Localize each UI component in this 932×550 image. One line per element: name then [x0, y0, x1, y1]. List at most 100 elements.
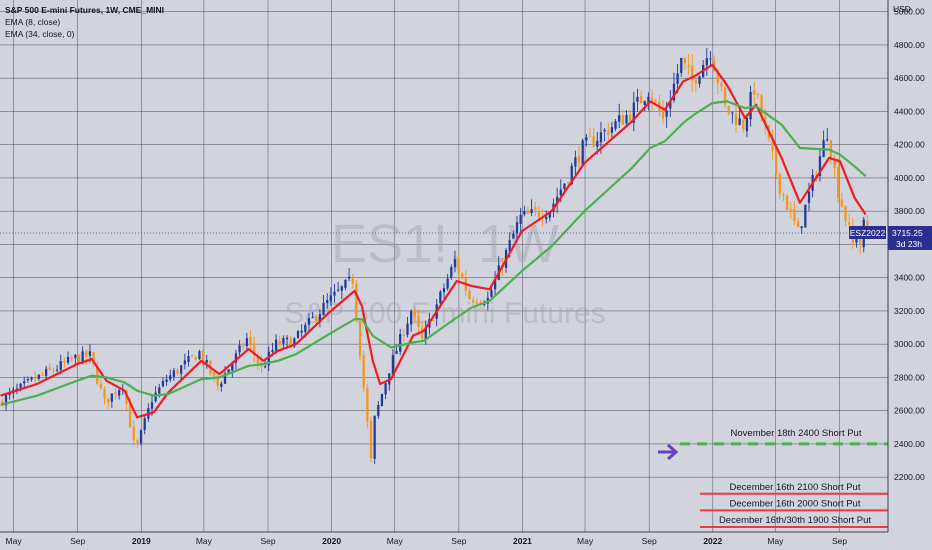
candle-body: [614, 121, 617, 129]
candle-up: [380, 393, 384, 407]
candle-up: [391, 349, 395, 378]
candle-body: [592, 136, 595, 147]
candle-up: [530, 199, 533, 217]
candle-up: [183, 353, 186, 370]
candle-body: [139, 430, 143, 444]
candle-up: [311, 312, 314, 319]
candle-up: [143, 416, 146, 435]
candle-down: [34, 371, 37, 384]
candle-up: [326, 293, 329, 309]
candle-body: [588, 136, 592, 138]
price-axis[interactable]: [888, 0, 932, 550]
price-axis-labels: 2200.00 2400.00 2600.00 2800.00 3000.00 3200.…: [894, 7, 925, 483]
watermark-symbol: ES1!, 1W: [331, 214, 559, 274]
candle-body: [187, 356, 190, 362]
candle-body: [545, 216, 548, 220]
candle-body: [629, 114, 632, 121]
candle-body: [34, 378, 37, 380]
candle-body: [402, 335, 405, 337]
candle-body: [318, 314, 322, 322]
candle-up: [285, 335, 289, 347]
price-tick-label: 2600.00: [894, 406, 925, 416]
level-label: December 16th 2100 Short Put: [730, 482, 861, 493]
candle-down: [629, 109, 632, 123]
candle-body: [742, 119, 745, 130]
candle-up: [574, 150, 577, 175]
candle-body: [19, 383, 22, 388]
level-label: December 16th 2000 Short Put: [730, 498, 861, 509]
candle-body: [59, 361, 62, 370]
price-tick-label: 3200.00: [894, 306, 925, 316]
candle-up: [818, 149, 822, 182]
candle-body: [37, 374, 40, 379]
countdown-label: 3d 23h: [896, 239, 922, 249]
candle-body: [450, 267, 453, 278]
candle-body: [621, 115, 624, 125]
candle-down: [734, 105, 738, 134]
candle-down: [457, 253, 460, 279]
candle-up: [180, 364, 183, 380]
candle-body: [194, 356, 197, 361]
candle-up: [139, 428, 143, 446]
last-price-badge: [888, 226, 932, 250]
candle-up: [373, 415, 376, 464]
candle-up: [154, 385, 157, 403]
time-tick-label: May: [577, 536, 594, 546]
candle-body: [88, 351, 92, 356]
candle-down: [249, 330, 252, 352]
candle-down: [837, 158, 840, 204]
candle-body: [556, 196, 559, 204]
candle-up: [293, 337, 296, 348]
candle-down: [782, 192, 785, 201]
ema-fast-line: [0, 63, 867, 419]
candle-down: [840, 193, 843, 208]
time-tick-label: 2021: [513, 536, 532, 546]
candle-body: [796, 221, 800, 227]
candle-body: [4, 395, 8, 406]
candle-body: [687, 65, 690, 67]
candle-down: [194, 356, 197, 361]
candle-body: [30, 377, 33, 380]
candle-body: [183, 360, 186, 365]
candle-down: [833, 154, 836, 178]
chart-title: S&P 500 E-mini Futures, 1W, CME_MINI: [5, 5, 164, 15]
candle-body: [278, 340, 281, 345]
candle-body: [326, 300, 329, 304]
candle-up: [220, 381, 223, 392]
price-tick-label: 5000.00: [894, 7, 925, 17]
candle-body: [256, 356, 259, 364]
candle-down: [661, 99, 665, 124]
candle-body: [515, 222, 519, 234]
candle-body: [844, 206, 847, 221]
candle-down: [242, 341, 245, 351]
candle-body: [77, 355, 81, 363]
candle-body: [103, 388, 106, 399]
candle-body: [778, 173, 781, 194]
candle-up: [165, 374, 168, 386]
candle-down: [413, 306, 416, 324]
candle-body: [205, 360, 208, 363]
candle-body: [650, 97, 654, 102]
candle-body: [753, 90, 756, 95]
candle-body: [413, 310, 416, 317]
candle-up: [493, 271, 497, 295]
candle-down: [103, 386, 106, 405]
candle-down: [566, 181, 570, 186]
candle-up: [205, 354, 208, 369]
candle-down: [136, 438, 139, 448]
candle-body: [238, 345, 241, 353]
candle-up: [453, 250, 457, 273]
candle-body: [417, 315, 420, 327]
candle-body: [705, 58, 708, 66]
level-label: November 18th 2400 Short Put: [731, 428, 862, 439]
candle-down: [691, 54, 694, 92]
time-tick-label: 2020: [322, 536, 341, 546]
candle-body: [475, 301, 478, 304]
candle-up: [680, 57, 683, 77]
last-price-label: 3715.25: [892, 228, 923, 238]
candle-up: [30, 376, 33, 382]
chart-legend: S&P 500 E-mini Futures, 1W, CME_MINI EMA…: [5, 5, 164, 39]
candle-body: [81, 351, 84, 364]
candle-body: [369, 420, 373, 459]
